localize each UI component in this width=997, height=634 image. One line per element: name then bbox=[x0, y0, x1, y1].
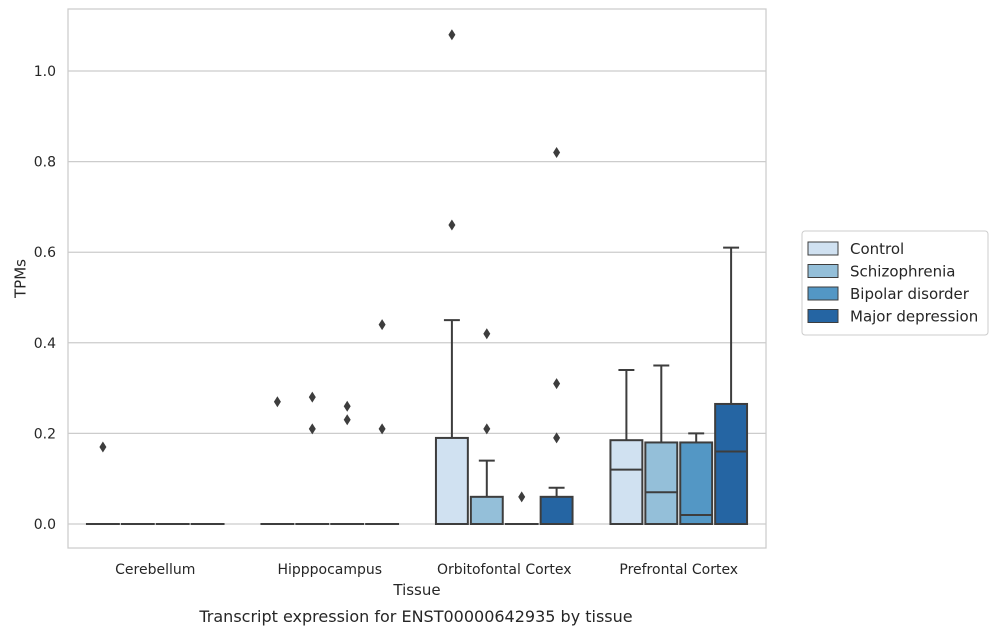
box-3-3 bbox=[714, 246, 749, 525]
legend-swatch bbox=[807, 309, 839, 323]
box-body bbox=[434, 436, 469, 525]
box-3-1 bbox=[644, 364, 679, 525]
box-groups bbox=[85, 29, 749, 526]
box-body bbox=[609, 439, 644, 526]
legend-swatch bbox=[807, 264, 839, 278]
x-tick-label: Prefrontal Cortex bbox=[619, 562, 738, 578]
box-body bbox=[539, 495, 574, 526]
y-tick-labels: 0.0 0.2 0.4 0.6 0.8 1.0 bbox=[34, 64, 56, 533]
x-axis-label: Tissue bbox=[392, 581, 440, 599]
plot-frame bbox=[67, 8, 767, 549]
outlier-point bbox=[448, 29, 456, 41]
legend-label: Major depression bbox=[850, 308, 978, 326]
legend-label: Schizophrenia bbox=[850, 263, 955, 281]
outlier-point bbox=[99, 441, 107, 453]
outlier-point bbox=[343, 414, 351, 426]
outlier-point bbox=[448, 219, 456, 231]
box-1-2 bbox=[330, 400, 365, 526]
outlier-point bbox=[553, 147, 561, 159]
outlier-point bbox=[378, 319, 386, 331]
y-tick-label: 0.8 bbox=[34, 155, 56, 171]
box-3-0 bbox=[609, 368, 644, 526]
legend-label: Bipolar disorder bbox=[850, 285, 970, 303]
box-body bbox=[679, 441, 714, 525]
box-2-3 bbox=[539, 147, 574, 526]
legend-swatch bbox=[807, 241, 839, 256]
y-tick-label: 0.6 bbox=[34, 245, 56, 261]
outlier-point bbox=[308, 423, 316, 435]
outlier-point bbox=[483, 423, 491, 435]
y-tick-label: 1.0 bbox=[34, 64, 56, 80]
legend-swatch bbox=[807, 286, 839, 301]
box-1-3 bbox=[365, 319, 400, 526]
y-tick-label: 0.0 bbox=[34, 517, 56, 533]
box-3-2 bbox=[679, 432, 714, 525]
legend-label: Control bbox=[850, 240, 904, 258]
x-tick-label: Orbitofontal Cortex bbox=[437, 562, 572, 578]
box-body bbox=[469, 495, 504, 526]
legend: Control Schizophrenia Bipolar disorder Majo… bbox=[801, 230, 989, 336]
box-body bbox=[644, 441, 679, 525]
legend-frame bbox=[801, 230, 989, 336]
box-0-0 bbox=[85, 441, 120, 526]
outlier-point bbox=[518, 491, 526, 503]
outlier-point bbox=[553, 432, 561, 444]
box-2-1 bbox=[469, 328, 504, 526]
y-tick-label: 0.2 bbox=[34, 426, 56, 442]
box-2-0 bbox=[434, 29, 469, 525]
y-tick-label: 0.4 bbox=[34, 336, 56, 352]
outlier-point bbox=[553, 378, 561, 390]
x-tick-labels: Cerebellum Hipppocampus Orbitofontal Corte… bbox=[115, 562, 738, 578]
box-2-2 bbox=[504, 491, 539, 526]
outlier-point bbox=[483, 328, 491, 340]
x-tick-label: Hipppocampus bbox=[277, 562, 382, 578]
outlier-point bbox=[308, 391, 316, 403]
x-tick-label: Cerebellum bbox=[115, 562, 195, 578]
outlier-point bbox=[343, 400, 351, 412]
chart-caption: Transcript expression for ENST0000064293… bbox=[198, 607, 632, 626]
box-1-1 bbox=[295, 391, 330, 526]
outlier-point bbox=[378, 423, 386, 435]
box-body bbox=[714, 402, 749, 525]
y-axis-label: TPMs bbox=[12, 259, 30, 299]
box-1-0 bbox=[260, 396, 295, 526]
outlier-point bbox=[273, 396, 281, 408]
